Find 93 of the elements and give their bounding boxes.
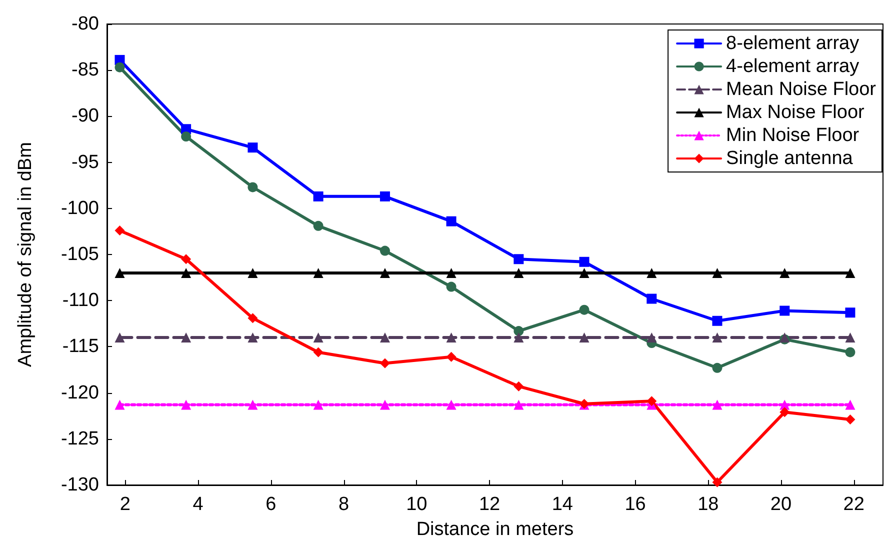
point — [446, 352, 456, 362]
point — [845, 414, 856, 425]
point — [181, 400, 192, 410]
point — [646, 268, 657, 278]
point — [248, 268, 258, 278]
point — [313, 332, 324, 342]
x-tick-label: 14 — [552, 494, 574, 515]
point — [313, 268, 324, 278]
point — [845, 268, 856, 278]
point — [313, 347, 324, 358]
point — [446, 400, 456, 410]
point — [380, 191, 390, 202]
y-tick-label: -100 — [60, 198, 99, 219]
point — [712, 316, 722, 326]
point — [380, 332, 390, 342]
y-axis-title: Amplitude of signal in dBm — [15, 142, 36, 367]
x-tick-label: 6 — [266, 494, 276, 515]
point — [181, 254, 192, 264]
point — [181, 332, 192, 342]
point — [114, 400, 125, 410]
point — [313, 400, 324, 410]
y-tick-label: -90 — [72, 106, 99, 127]
y-tick-label: -115 — [62, 336, 99, 358]
legend-label: 4-element array — [726, 56, 860, 77]
point — [514, 332, 524, 342]
y-tick-label: -120 — [60, 382, 99, 404]
point — [181, 268, 192, 278]
point — [248, 400, 258, 410]
point — [514, 326, 524, 336]
point — [712, 332, 722, 342]
x-tick-label: 16 — [624, 494, 646, 515]
point — [248, 142, 258, 153]
x-tick-label: 2 — [120, 494, 131, 515]
point — [845, 308, 856, 318]
x-tick-label: 8 — [338, 494, 350, 515]
point — [646, 396, 657, 406]
point — [845, 332, 856, 342]
point — [181, 131, 192, 142]
point — [248, 182, 258, 192]
x-tick-label: 18 — [698, 494, 719, 515]
point — [114, 226, 125, 236]
point — [845, 347, 856, 358]
point — [780, 306, 790, 316]
point — [114, 268, 125, 278]
point — [114, 332, 125, 342]
y-tick-label: -105 — [60, 244, 99, 265]
point — [780, 268, 790, 278]
x-tick-label: 22 — [843, 494, 864, 515]
point — [646, 332, 657, 342]
point — [248, 313, 258, 324]
legend-label: Min Noise Floor — [726, 125, 860, 146]
point — [845, 400, 856, 410]
point — [446, 268, 456, 278]
y-tick-label: -110 — [62, 290, 99, 312]
x-axis-title: Distance in meters — [416, 519, 574, 540]
point — [712, 400, 722, 410]
point — [780, 407, 790, 418]
point — [380, 400, 390, 410]
x-tick-label: 12 — [478, 494, 500, 515]
y-tick-label: -130 — [60, 474, 99, 496]
x-tick-label: 20 — [770, 494, 792, 515]
x-tick-label: 4 — [192, 494, 204, 515]
point — [446, 282, 456, 292]
point — [579, 256, 590, 267]
legend-label: Max Noise Floor — [726, 102, 866, 123]
x-tick-label: 10 — [406, 494, 428, 515]
point — [712, 477, 722, 488]
y-tick-label: -85 — [72, 60, 99, 81]
point — [313, 191, 324, 202]
point — [579, 332, 590, 342]
legend-label: Single antenna — [726, 148, 854, 169]
point — [646, 294, 657, 304]
point — [114, 62, 125, 72]
y-tick-label: -125 — [60, 428, 99, 450]
point — [313, 220, 324, 231]
point — [380, 246, 390, 256]
point — [514, 381, 524, 392]
point — [514, 268, 524, 278]
point — [712, 268, 722, 278]
point — [579, 268, 590, 278]
point — [380, 358, 390, 368]
point — [446, 332, 456, 342]
y-tick-label: -95 — [72, 152, 99, 173]
point — [514, 400, 524, 410]
legend-label: Mean Noise Floor — [726, 79, 877, 100]
point — [514, 254, 524, 264]
y-tick-label: -80 — [72, 14, 99, 34]
legend-label: 8-element array — [726, 33, 860, 54]
point — [712, 362, 722, 373]
point — [579, 304, 590, 315]
point — [248, 332, 258, 342]
point — [446, 216, 456, 226]
point — [380, 268, 390, 278]
